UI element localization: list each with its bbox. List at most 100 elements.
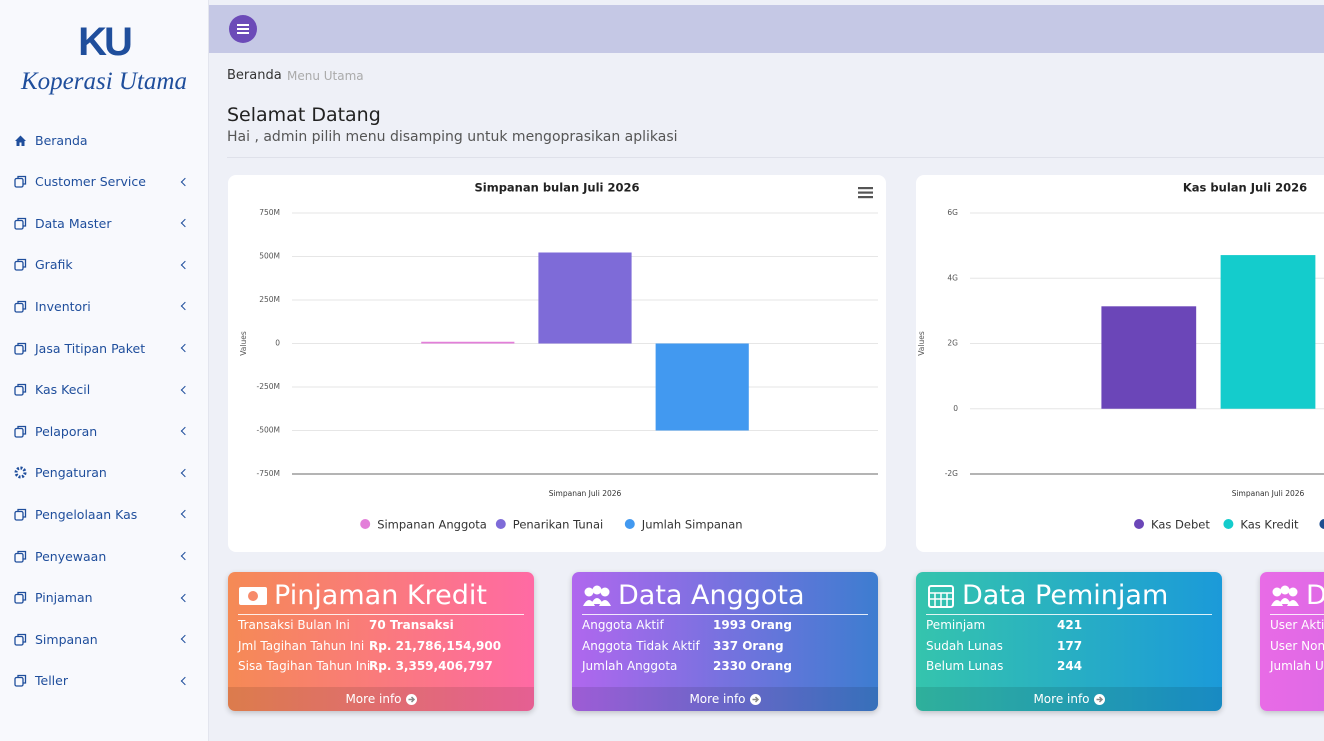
breadcrumb-current: Menu Utama	[287, 69, 364, 83]
menu-icon	[14, 175, 27, 188]
legend-label[interactable]: Kas Debet	[1151, 518, 1210, 532]
more-info[interactable]: More info	[916, 687, 1222, 711]
more-info-text[interactable]: More info	[345, 692, 402, 706]
row-value: 70 Transaksi	[369, 618, 454, 632]
copy-icon	[14, 261, 24, 271]
x-tick-label: Simpanan Juli 2026	[549, 489, 622, 498]
menu-item[interactable]: Pengaturan	[14, 461, 194, 485]
chevron	[180, 218, 190, 228]
menu-item[interactable]: Customer Service	[14, 170, 194, 194]
copy-icon	[14, 677, 24, 687]
chart-menu[interactable]	[858, 187, 873, 190]
y-tick-label: 250M	[259, 295, 280, 304]
arrow-icon[interactable]	[752, 695, 759, 703]
menu-item[interactable]: Teller	[14, 669, 194, 693]
menu-item[interactable]: Pelaporan	[14, 419, 194, 443]
home-icon	[15, 135, 26, 146]
y-tick-label: -750M	[257, 469, 281, 478]
more-info[interactable]: More info	[572, 687, 878, 711]
card-icon	[239, 586, 267, 605]
menu-label[interactable]: Pelaporan	[35, 423, 98, 439]
menu-label[interactable]: Jasa Titipan Paket	[35, 340, 146, 356]
more-info-text[interactable]: More info	[1033, 692, 1090, 706]
card-title: D	[1270, 580, 1324, 611]
menu-label[interactable]: Pinjaman	[35, 590, 93, 606]
copy-icon	[14, 385, 24, 396]
menu-label[interactable]: Penyewaan	[35, 548, 107, 564]
menu-item[interactable]: Pinjaman	[14, 586, 194, 610]
bar	[1101, 306, 1197, 409]
bar	[421, 341, 515, 344]
card-title: Pinjaman Kredit	[238, 580, 487, 611]
menu-icon	[14, 425, 27, 438]
legend-marker[interactable]	[624, 519, 635, 529]
menu-item[interactable]: Penyewaan	[14, 544, 194, 568]
menu-icon	[14, 466, 27, 479]
chevron	[180, 260, 190, 270]
more-info-text[interactable]: More info	[689, 692, 746, 706]
legend-marker[interactable]	[1223, 519, 1234, 529]
row-value: 177	[1057, 638, 1083, 653]
chevron	[180, 385, 190, 394]
menu-item[interactable]: Simpanan	[14, 627, 194, 651]
copy-icon	[17, 550, 27, 560]
menu-icon	[14, 217, 27, 230]
bar	[655, 343, 749, 431]
menu-item[interactable]: Beranda	[14, 128, 194, 152]
card-title-text: Data Anggota	[618, 580, 805, 611]
card-title: Data Peminjam	[926, 580, 1168, 611]
menu-label[interactable]: Kas Kecil	[35, 382, 91, 398]
info-card: Data Peminjam Peminjam 421 Sudah Lunas 177 Be…	[916, 572, 1222, 711]
legend-marker[interactable]	[360, 519, 371, 529]
legend-label[interactable]: Penarikan Tunai	[513, 518, 603, 532]
menu-label[interactable]: Inventori	[35, 298, 91, 314]
menu-label[interactable]: Data Master	[35, 215, 112, 231]
arrow-icon[interactable]	[749, 693, 761, 705]
info-card: Data Anggota Anggota Aktif 1993 Orang Anggo…	[572, 572, 878, 711]
menu-label[interactable]: Simpanan	[35, 631, 98, 647]
row-label: Sudah Lunas	[926, 638, 1003, 653]
gear-icon	[14, 466, 27, 479]
breadcrumb-home[interactable]: Beranda	[227, 68, 282, 83]
users-icon	[1279, 597, 1291, 604]
x-tick-label: Simpanan Juli 2026	[1232, 489, 1305, 498]
arrow-icon[interactable]	[405, 693, 417, 705]
info-card: Pinjaman Kredit Transaksi Bulan Ini 70 Tra…	[228, 572, 534, 711]
menu-icon	[14, 508, 27, 521]
copy-icon	[14, 593, 24, 604]
row-label: Belum Lunas	[926, 659, 1004, 673]
menu-item[interactable]: Data Master	[14, 211, 194, 235]
copy-icon	[17, 508, 27, 518]
menu-label[interactable]: Grafik	[35, 257, 73, 273]
menu-item[interactable]: Inventori	[14, 294, 194, 318]
copy-icon	[17, 217, 27, 227]
menu-toggle[interactable]	[229, 15, 257, 43]
arrow-icon[interactable]	[1093, 693, 1105, 705]
more-info[interactable]: More info	[228, 687, 534, 711]
chart-menu[interactable]	[858, 196, 873, 199]
legend-marker[interactable]	[1134, 519, 1144, 529]
arrow-icon[interactable]	[1096, 695, 1103, 703]
legend-marker[interactable]	[495, 519, 506, 529]
menu-label[interactable]: Pengelolaan Kas	[35, 506, 138, 522]
menu-item[interactable]: Kas Kecil	[14, 378, 194, 402]
menu-label[interactable]: Customer Service	[35, 174, 146, 190]
chart-menu[interactable]	[858, 191, 873, 194]
y-tick-label: 2G	[947, 339, 958, 348]
legend-label[interactable]: Kas Kredit	[1240, 518, 1299, 532]
menu-item[interactable]: Grafik	[14, 253, 194, 277]
legend-label[interactable]: Simpanan Anggota	[377, 518, 487, 532]
legend-label[interactable]: Jumlah Simpanan	[641, 518, 743, 532]
chevron	[180, 177, 190, 186]
arrow-icon[interactable]	[408, 695, 415, 703]
menu-label[interactable]: Beranda	[35, 132, 88, 148]
legend-marker[interactable]	[1319, 519, 1324, 529]
menu-item[interactable]: Pengelolaan Kas	[14, 502, 194, 526]
y-tick-label: 500M	[259, 252, 280, 261]
menu-label[interactable]: Pengaturan	[35, 465, 107, 481]
menu-label[interactable]: Teller	[35, 673, 68, 689]
menu-item[interactable]: Jasa Titipan Paket	[14, 336, 194, 360]
chevron	[180, 510, 190, 519]
chart-card: Simpanan bulan Juli 2026 Values -750M -500M…	[228, 175, 886, 552]
